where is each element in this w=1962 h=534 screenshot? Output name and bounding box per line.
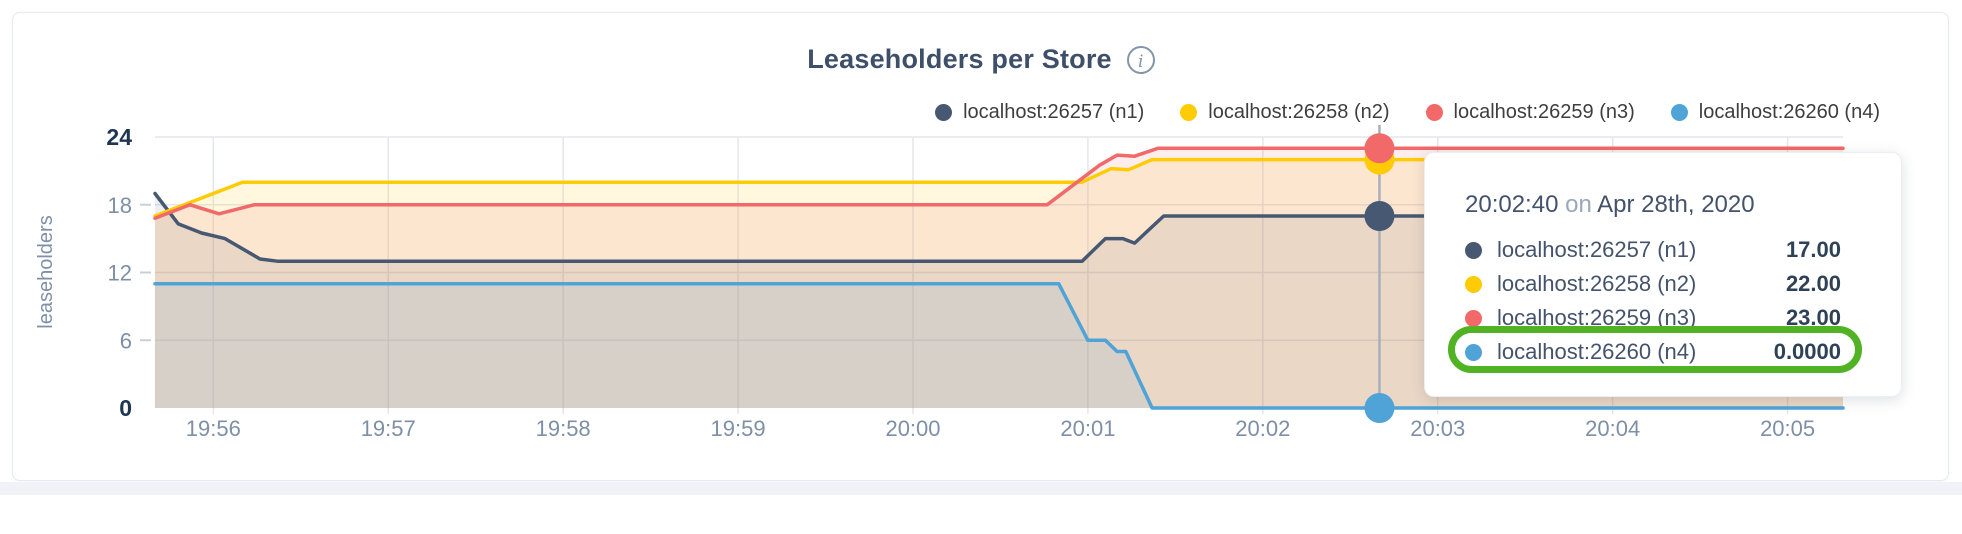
tooltip-series-label: localhost:26257 (n1) (1497, 237, 1697, 262)
chart-title-row: Leaseholders per Store i (0, 44, 1962, 75)
tooltip-header: 20:02:40 on Apr 28th, 2020 (1465, 191, 1841, 219)
chart-title: Leaseholders per Store (807, 44, 1112, 74)
legend-label: localhost:26258 (n2) (1208, 101, 1390, 123)
legend-label: localhost:26260 (n4) (1698, 101, 1880, 123)
legend-dot-icon (1670, 104, 1688, 121)
legend-item[interactable]: localhost:26260 (n4) (1670, 101, 1880, 124)
tooltip-series-dot-icon (1465, 275, 1482, 293)
info-icon[interactable]: i (1126, 45, 1155, 74)
tooltip-preposition: on (1565, 191, 1592, 218)
tooltip-series-value: 22.00 (1785, 271, 1841, 296)
tooltip-time: 20:02:40 (1465, 191, 1559, 218)
legend-item[interactable]: localhost:26257 (n1) (935, 101, 1144, 124)
legend-item[interactable]: localhost:26259 (n3) (1425, 101, 1635, 124)
legend-label: localhost:26259 (n3) (1453, 101, 1635, 123)
highlight-annotation (1448, 326, 1862, 373)
legend-dot-icon (935, 104, 953, 121)
legend-dot-icon (1180, 104, 1198, 121)
legend-dot-icon (1425, 104, 1443, 121)
tooltip-series-value: 17.00 (1785, 237, 1841, 262)
tooltip-row: localhost:26257 (n1) 17.00 (1465, 233, 1841, 267)
page-background-band (0, 482, 1962, 495)
legend: localhost:26257 (n1) localhost:26258 (n2)… (935, 101, 1880, 124)
tooltip-series-dot-icon (1465, 241, 1482, 259)
legend-item[interactable]: localhost:26258 (n2) (1180, 101, 1390, 124)
tooltip-row: localhost:26258 (n2) 22.00 (1465, 267, 1841, 301)
tooltip-series-label: localhost:26258 (n2) (1497, 271, 1697, 296)
tooltip-series-dot-icon (1465, 309, 1482, 327)
legend-label: localhost:26257 (n1) (963, 101, 1145, 123)
tooltip-date: Apr 28th, 2020 (1597, 191, 1755, 218)
